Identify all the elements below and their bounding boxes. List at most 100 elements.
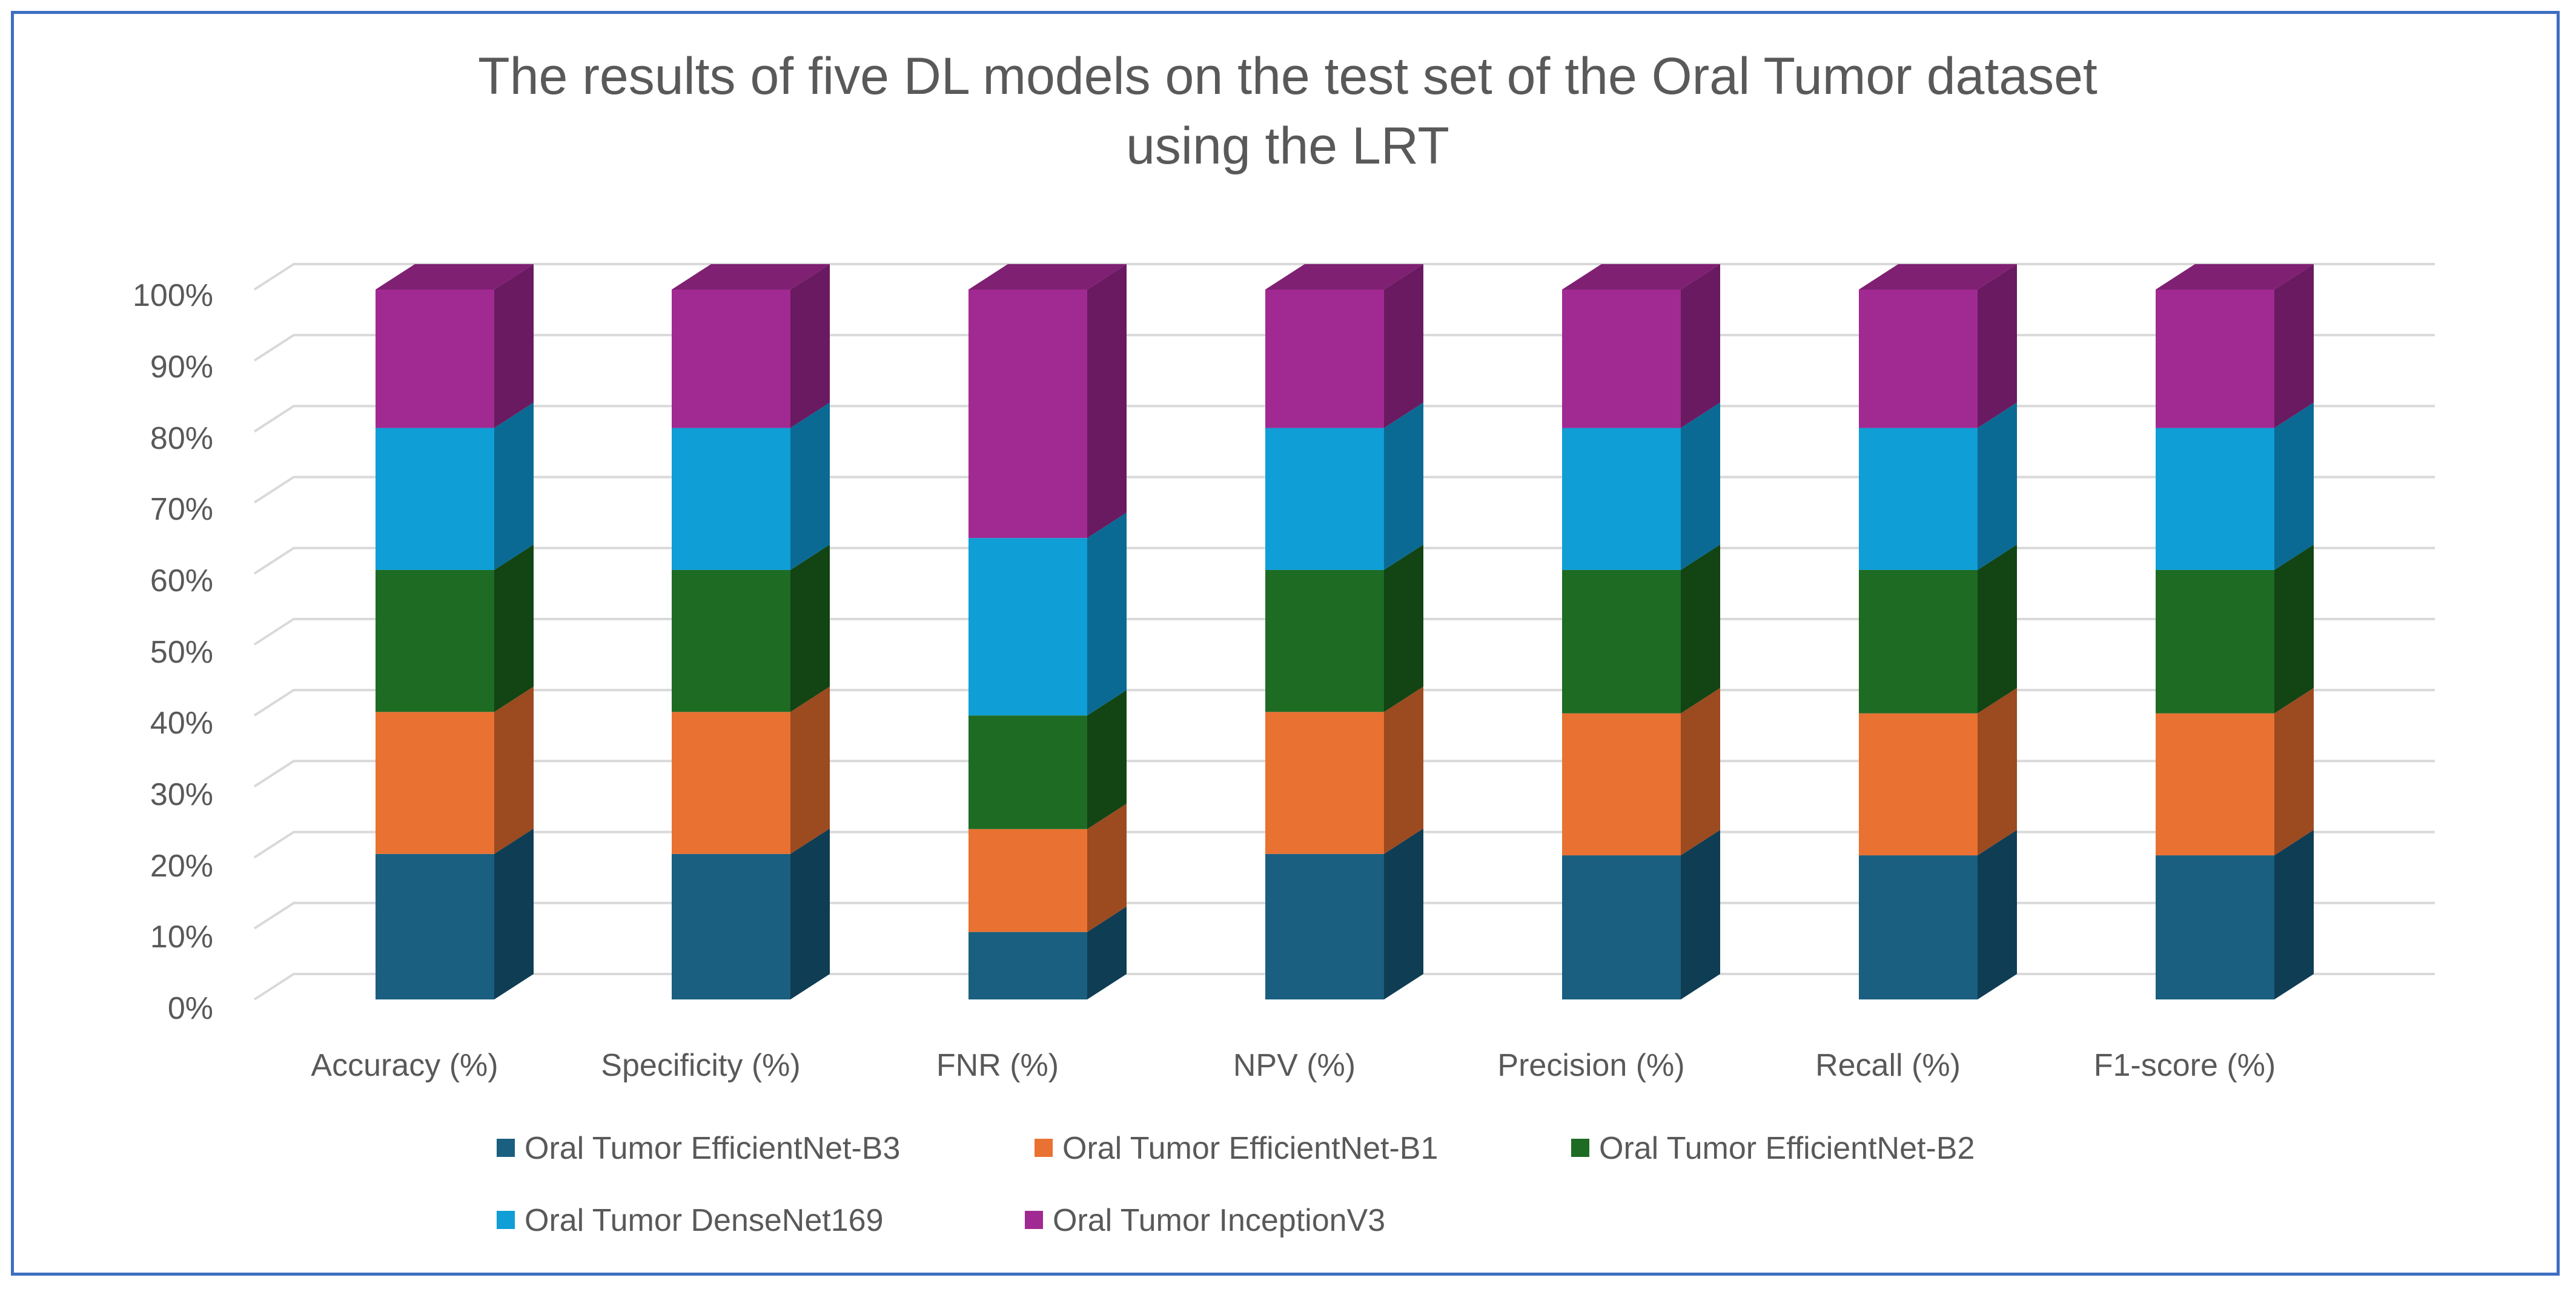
bar-segment-side <box>494 544 534 712</box>
bar-segment-side <box>1384 686 1423 854</box>
y-axis: 0% 10% 20% 30% 40% 50% 60% 70% 80% 90% 1… <box>133 278 213 1026</box>
bar-top-face <box>2156 264 2314 290</box>
chart-title-line-1: The results of five DL models on the tes… <box>478 47 2098 105</box>
bar-segment-front <box>968 715 1087 829</box>
bar-segment-side <box>1384 264 1423 428</box>
bar-segment-front <box>672 428 790 570</box>
bar-segment-front <box>672 290 790 428</box>
x-category-label: Specificity (%) <box>601 1048 800 1083</box>
bar-segment-front <box>1562 290 1681 428</box>
bars <box>376 264 2314 999</box>
bar-segment-front <box>968 290 1087 538</box>
gridline <box>253 405 2435 433</box>
bar-segment-side <box>1384 402 1423 570</box>
y-tick-label: 10% <box>150 919 213 955</box>
y-tick-label: 50% <box>150 635 213 670</box>
legend-label-densenet169: Oral Tumor DenseNet169 <box>525 1203 884 1238</box>
bar-segment-side <box>1978 402 2017 570</box>
bar-segment-front <box>376 428 494 570</box>
bar-segment-front <box>1859 855 1978 999</box>
bar-segment-front <box>968 932 1087 999</box>
bar-segment-side <box>494 686 534 854</box>
chart-title-line-2: using the LRT <box>1126 117 1449 175</box>
legend-label-inceptionv3: Oral Tumor InceptionV3 <box>1053 1203 1385 1238</box>
legend-swatch-efficientnet-b2 <box>1571 1139 1589 1157</box>
legend-label-efficientnet-b1: Oral Tumor EfficientNet-B1 <box>1062 1131 1438 1166</box>
legend-label-efficientnet-b3: Oral Tumor EfficientNet-B3 <box>525 1131 900 1166</box>
bar-segment-side <box>1978 830 2017 999</box>
bar-segment-side <box>1087 512 1127 716</box>
bar-segment-front <box>2156 428 2274 570</box>
gridline <box>253 263 2435 291</box>
bar-segment-front <box>1265 290 1384 428</box>
bar-top-face <box>1265 264 1423 290</box>
bar-segment-side <box>2274 687 2314 856</box>
gridline <box>253 830 2435 859</box>
x-category-label: Precision (%) <box>1497 1048 1684 1083</box>
bar-segment-front <box>376 712 494 854</box>
bar-top-face <box>1859 264 2017 290</box>
bar-segment-side <box>494 264 534 428</box>
bar-segment-side <box>1978 687 2017 856</box>
y-tick-label: 100% <box>133 278 213 313</box>
bar-segment-front <box>672 569 790 712</box>
bar-segment-side <box>1087 803 1127 932</box>
bar-segment-front <box>1265 853 1384 999</box>
bar-segment-front <box>672 712 790 854</box>
bar-segment-front <box>2156 713 2274 856</box>
gridline <box>253 973 2435 1001</box>
gridline <box>253 689 2435 717</box>
bar-segment-side <box>494 402 534 570</box>
bar-segment-side <box>1087 690 1127 829</box>
legend-swatch-efficientnet-b3 <box>497 1139 515 1157</box>
x-category-label: F1-score (%) <box>2094 1048 2276 1083</box>
bar-top-face <box>1562 264 1720 290</box>
bar-segment-side <box>790 402 830 570</box>
bar-top-face <box>968 264 1127 290</box>
bar-segment-front <box>672 853 790 999</box>
bar-segment-side <box>2274 830 2314 999</box>
x-category-label: FNR (%) <box>936 1048 1059 1083</box>
bar-segment-side <box>1681 264 1720 428</box>
y-tick-label: 80% <box>150 421 213 456</box>
x-category-label: Accuracy (%) <box>311 1048 498 1083</box>
bar-segment-side <box>2274 402 2314 570</box>
bar-segment-side <box>2274 544 2314 714</box>
x-axis: Accuracy (%) Specificity (%) FNR (%) NPV… <box>311 1048 2276 1083</box>
y-tick-label: 20% <box>150 849 213 884</box>
bar-segment-front <box>376 853 494 999</box>
bar-segment-side <box>790 544 830 712</box>
bar-segment-front <box>1265 428 1384 570</box>
chart-frame <box>11 11 2560 1276</box>
bar-segment-front <box>2156 855 2274 999</box>
bar-segment-side <box>1087 906 1127 999</box>
bar-segment-front <box>1265 712 1384 854</box>
legend-swatch-inceptionv3 <box>1025 1211 1043 1229</box>
gridline <box>253 618 2435 646</box>
bar-segment-side <box>790 264 830 428</box>
y-tick-label: 90% <box>150 350 213 385</box>
bar-segment-front <box>1562 855 1681 999</box>
x-category-label: NPV (%) <box>1233 1048 1356 1083</box>
bar-segment-front <box>2156 569 2274 714</box>
legend-swatch-densenet169 <box>497 1211 515 1229</box>
bar-top-face <box>672 264 830 290</box>
gridline <box>253 475 2435 504</box>
y-tick-label: 40% <box>150 706 213 741</box>
legend-swatch-efficientnet-b1 <box>1035 1139 1053 1157</box>
bar-segment-side <box>2274 264 2314 428</box>
bar-segment-side <box>1681 687 1720 856</box>
bar-segment-side <box>1681 402 1720 570</box>
bar-segment-front <box>1562 428 1681 570</box>
y-tick-label: 30% <box>150 777 213 812</box>
bar-segment-front <box>1859 290 1978 428</box>
legend-label-efficientnet-b2: Oral Tumor EfficientNet-B2 <box>1599 1131 1975 1166</box>
bar-segment-side <box>1384 828 1423 999</box>
legend: Oral Tumor EfficientNet-B3 Oral Tumor Ef… <box>497 1131 1975 1238</box>
bar-segment-side <box>790 828 830 999</box>
bar-segment-side <box>494 828 534 999</box>
bar-segment-front <box>1859 713 1978 856</box>
gridline <box>253 760 2435 788</box>
gridlines <box>253 263 2435 1001</box>
